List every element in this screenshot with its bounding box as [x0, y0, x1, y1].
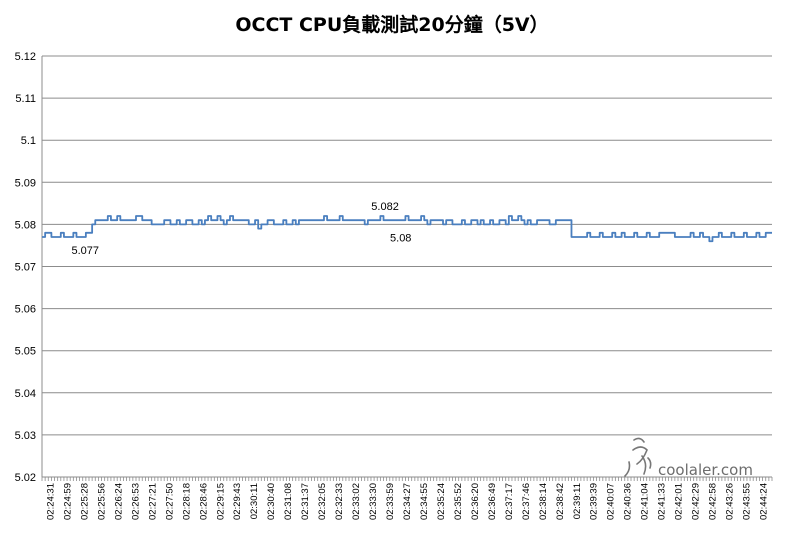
data-labels: 5.077 5.082 5.08	[71, 201, 411, 257]
x-tick-label: 02:31:08	[283, 483, 294, 520]
x-tick-label: 02:32:05	[317, 483, 328, 520]
data-label: 5.08	[390, 232, 411, 244]
x-tick-label: 02:38:14	[538, 483, 549, 520]
x-tick-label: 02:24:59	[62, 483, 73, 520]
x-tick-label: 02:40:36	[623, 483, 634, 520]
x-tick-label: 02:30:40	[266, 483, 277, 520]
calligraphy-mark-icon	[624, 437, 652, 477]
y-tick-label: 5.06	[15, 304, 36, 316]
x-tick-label: 02:33:02	[351, 483, 362, 520]
x-tick-label: 02:41:33	[657, 483, 668, 520]
x-tick-label: 02:30:11	[249, 483, 260, 519]
y-tick-label: 5.05	[15, 346, 36, 358]
x-tick-label: 02:42:01	[674, 483, 685, 520]
y-tick-label: 5.09	[15, 177, 36, 189]
y-tick-label: 5.07	[15, 262, 36, 274]
x-tick-label: 02:38:42	[555, 483, 566, 520]
x-tick-label: 02:35:24	[436, 483, 447, 520]
x-tick-label: 02:25:28	[79, 483, 90, 520]
x-tick-label: 02:26:53	[130, 483, 141, 520]
x-tick-label: 02:31:37	[300, 483, 311, 520]
gridlines	[42, 55, 772, 478]
x-tick-label: 02:39:39	[589, 483, 600, 520]
y-tick-label: 5.04	[15, 388, 36, 400]
y-tick-label: 5.08	[15, 219, 36, 231]
watermark-logo: coolaler.com	[624, 437, 753, 479]
series-group	[42, 215, 772, 243]
x-tick-label: 02:44:24	[759, 483, 770, 520]
x-tick-label: 02:41:04	[640, 483, 651, 520]
x-tick-label: 02:42:29	[691, 483, 702, 520]
chart-title: OCCT CPU負載測試20分鐘（5V）	[235, 13, 548, 36]
x-tick-label: 02:28:18	[181, 483, 192, 520]
x-tick-label: 02:27:50	[164, 483, 175, 520]
y-axis: 5.02 5.03 5.04 5.05 5.06 5.07 5.08 5.09 5.1 5.11 5…	[15, 51, 43, 484]
x-tick-label: 02:36:49	[487, 483, 498, 520]
y-tick-label: 5.02	[15, 472, 36, 484]
x-tick-label: 02:40:07	[606, 483, 617, 520]
x-tick-label: 02:42:58	[708, 483, 719, 520]
x-tick-label: 02:36:20	[470, 483, 481, 520]
y-tick-label: 5.11	[15, 93, 36, 105]
x-tick-label: 02:43:55	[742, 483, 753, 520]
x-tick-label: 02:37:46	[521, 483, 532, 520]
x-tick-label: 02:32:33	[334, 483, 345, 520]
x-tick-label: 02:33:30	[368, 483, 379, 520]
series-line	[42, 215, 772, 243]
x-tick-label: 02:39:11	[572, 483, 583, 519]
x-tick-label: 02:35:52	[453, 483, 464, 520]
watermark-text: coolaler.com	[658, 461, 753, 479]
x-tick-label: 02:37:17	[504, 483, 515, 520]
x-tick-label: 02:34:27	[402, 483, 413, 520]
y-tick-label: 5.12	[15, 51, 36, 63]
x-tick-label: 02:43:26	[725, 483, 736, 520]
x-tick-label: 02:29:15	[215, 483, 226, 520]
x-tick-label: 02:33:59	[385, 483, 396, 520]
x-tick-label: 02:27:21	[147, 483, 158, 520]
data-label: 5.082	[371, 201, 399, 213]
x-tick-label: 02:24:31	[45, 483, 56, 520]
y-tick-label: 5.1	[21, 135, 36, 147]
x-tick-label: 02:34:55	[419, 483, 430, 520]
x-tick-label: 02:25:56	[96, 483, 107, 520]
x-tick-label: 02:29:43	[232, 483, 243, 520]
x-axis: 02:24:31 02:24:59 02:25:28 02:25:56 02:26:24…	[41, 476, 773, 520]
data-label: 5.077	[71, 245, 99, 257]
x-tick-label: 02:26:24	[113, 483, 124, 520]
x-tick-label: 02:28:46	[198, 483, 209, 520]
y-tick-label: 5.03	[15, 430, 36, 442]
